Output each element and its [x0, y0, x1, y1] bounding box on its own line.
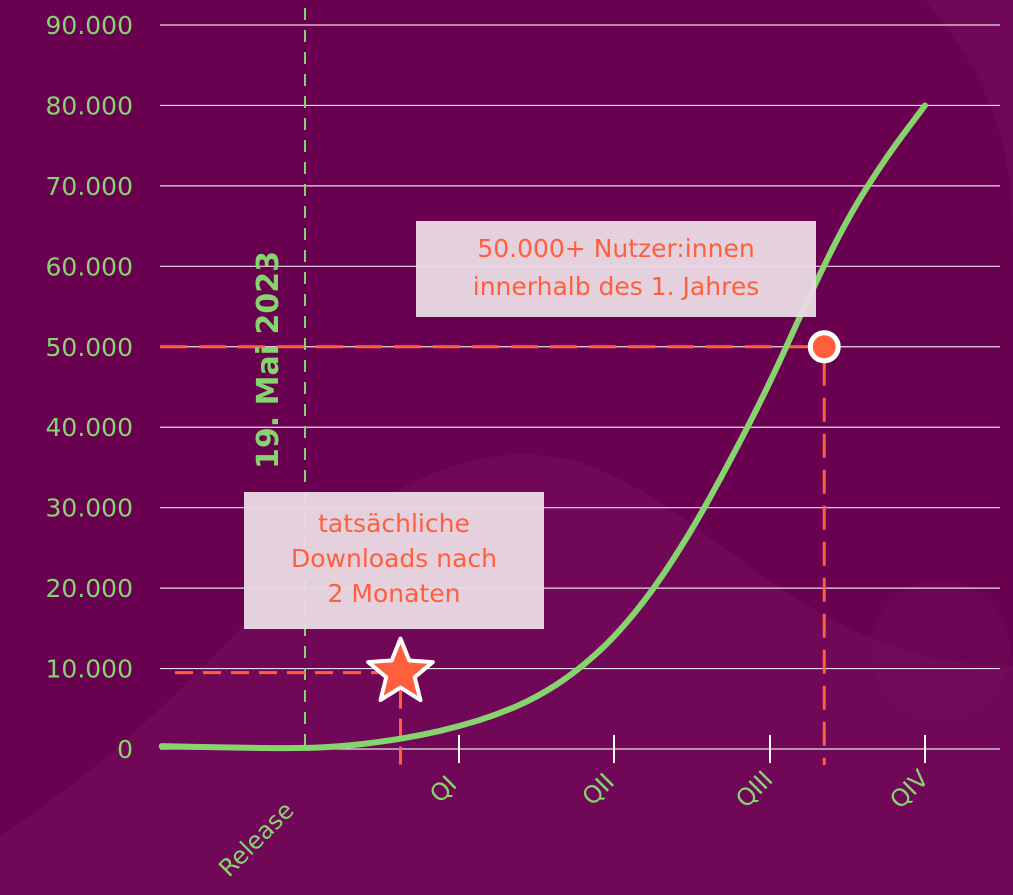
background-wave-shape	[0, 454, 1013, 895]
annotation-layer: tatsächliche Downloads nach 2 Monaten 50.00…	[244, 221, 816, 629]
curve-layer	[158, 102, 928, 752]
y-tick-20.000: 20.000	[46, 574, 133, 603]
downloads-annotation-line-1: tatsächliche	[318, 509, 470, 538]
downloads-milestone-star	[366, 636, 435, 703]
download-growth-curve	[158, 102, 928, 752]
y-tick-60.000: 60.000	[46, 252, 133, 281]
background-corner-shape	[925, 0, 1013, 250]
y-tick-70.000: 70.000	[46, 172, 133, 201]
background-circle-shape	[870, 580, 1010, 720]
users-annotation-box	[416, 221, 816, 317]
downloads-annotation-box	[244, 492, 544, 629]
downloads-annotation-line-2: Downloads nach	[291, 544, 497, 573]
users-milestone-marker	[807, 330, 841, 364]
users-annotation-line-2: innerhalb des 1. Jahres	[473, 272, 759, 301]
y-tick-0: 0	[117, 735, 133, 764]
release-date-label: 19. Mai 2023	[251, 251, 286, 469]
y-tick-80.000: 80.000	[46, 91, 133, 120]
downloads-annotation-line-3: 2 Monaten	[328, 579, 461, 608]
y-tick-50.000: 50.000	[46, 333, 133, 362]
y-tick-30.000: 30.000	[46, 494, 133, 523]
y-tick-90.000: 90.000	[46, 11, 133, 40]
tick-labels-layer: 0 10.000 20.000 30.000 40.000 50.000 60.000 70.…	[46, 11, 935, 882]
y-tick-40.000: 40.000	[46, 413, 133, 442]
y-tick-10.000: 10.000	[46, 655, 133, 684]
users-annotation-line-1: 50.000+ Nutzer:innen	[477, 234, 754, 263]
